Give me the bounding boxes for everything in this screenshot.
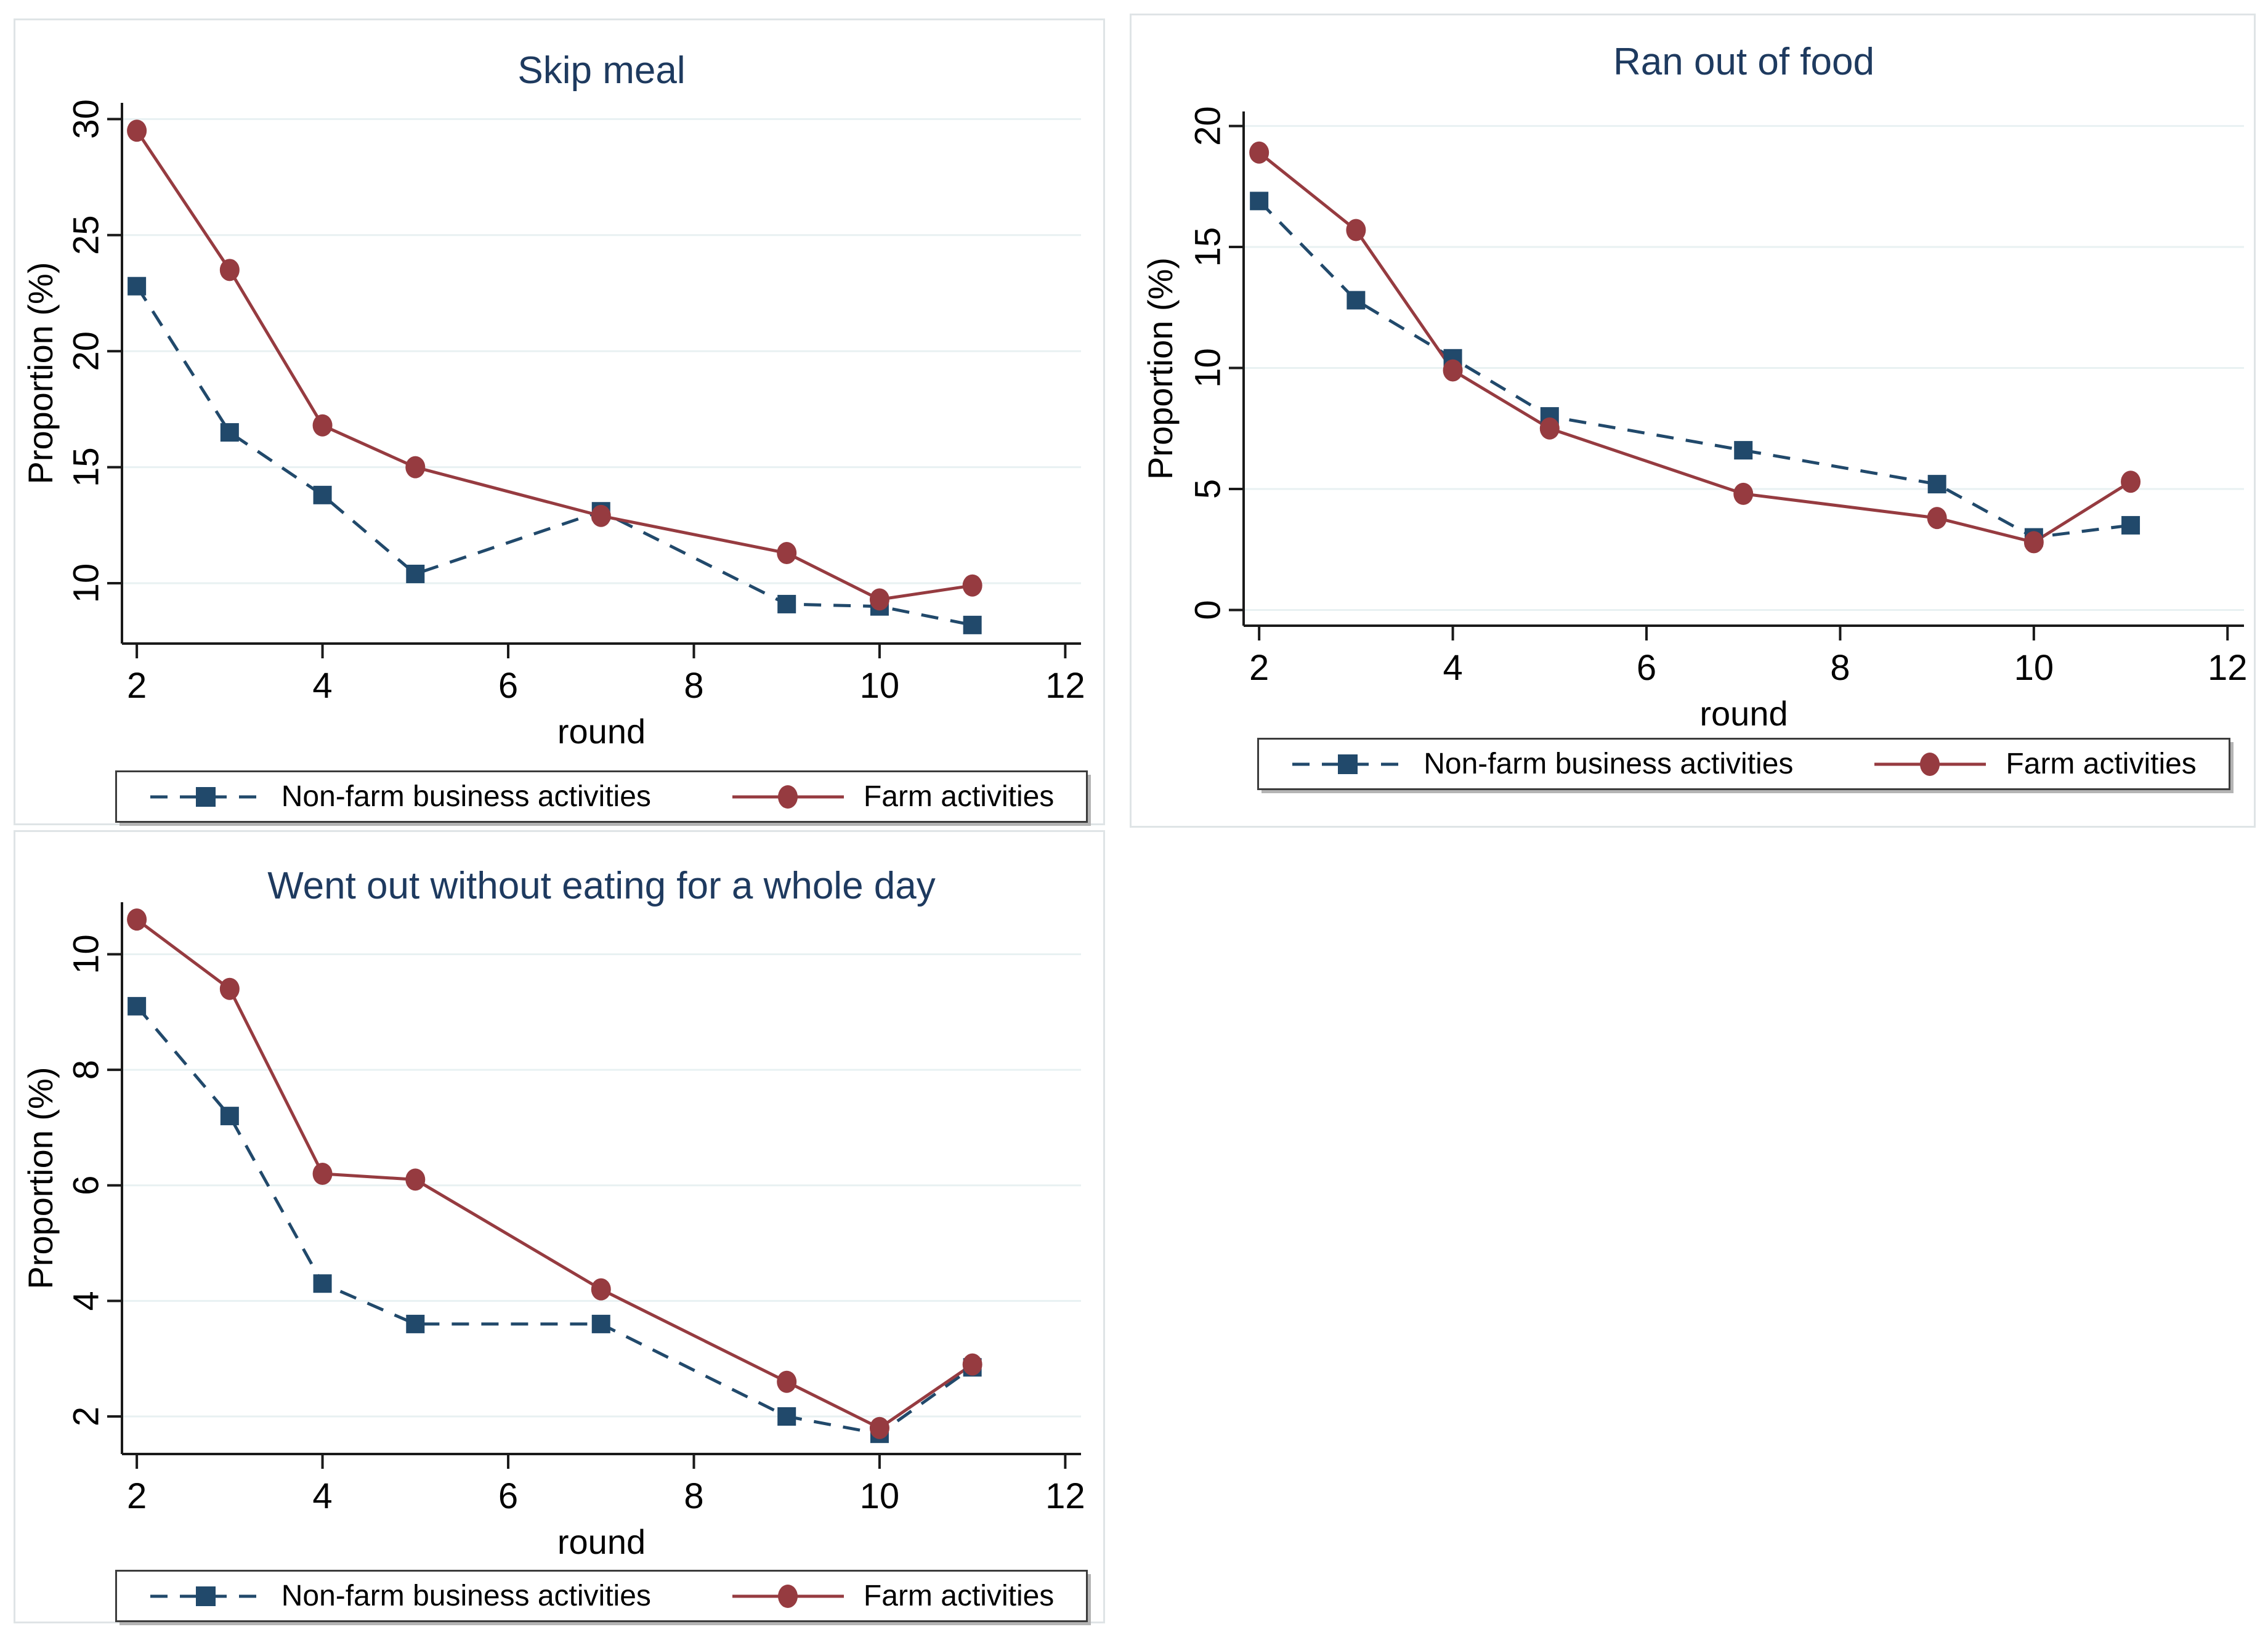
legend-label-nonfarm: Non-farm business activities — [1424, 748, 1794, 780]
svg-text:12: 12 — [1045, 1476, 1085, 1516]
chart-title-skip-meal: Skip meal — [517, 49, 686, 92]
svg-text:6: 6 — [498, 1476, 518, 1516]
legend-box: Non-farm business activities Farm activi… — [115, 1570, 1088, 1622]
svg-text:8: 8 — [1830, 648, 1850, 688]
svg-text:Proportion (%): Proportion (%) — [1141, 257, 1180, 480]
svg-text:2: 2 — [1249, 648, 1269, 688]
legend-entry-farm: Farm activities — [1873, 747, 2197, 781]
svg-text:10: 10 — [2014, 648, 2054, 688]
svg-text:6: 6 — [498, 666, 518, 706]
legend: Non-farm business activities Farm activi… — [115, 770, 1088, 823]
svg-text:20: 20 — [1188, 106, 1228, 146]
svg-text:10: 10 — [66, 564, 106, 604]
legend-box: Non-farm business activities Farm activi… — [115, 770, 1088, 823]
svg-text:10: 10 — [1188, 348, 1228, 388]
svg-text:2: 2 — [127, 1476, 147, 1516]
svg-text:20: 20 — [66, 331, 106, 371]
svg-text:Proportion (%): Proportion (%) — [21, 1067, 60, 1289]
ran-out-of-food-plot: 0 5 10 15 20 2 4 6 8 10 12 round Proportion (%) — [1141, 106, 2248, 733]
legend-entry-nonfarm: Non-farm business activities — [149, 1579, 651, 1613]
legend: Non-farm business activities Farm activi… — [115, 1570, 1088, 1622]
legend-label-nonfarm: Non-farm business activities — [281, 780, 651, 813]
legend-entry-farm: Farm activities — [731, 780, 1054, 814]
legend-box: Non-farm business activities Farm activi… — [1257, 738, 2230, 790]
svg-text:4: 4 — [66, 1291, 106, 1311]
svg-text:6: 6 — [1637, 648, 1656, 688]
svg-text:10: 10 — [860, 666, 900, 706]
dashed-line-square-marker-icon — [150, 786, 262, 807]
legend-entry-nonfarm: Non-farm business activities — [149, 780, 651, 814]
legend-entry-nonfarm: Non-farm business activities — [1291, 747, 1793, 781]
dashed-line-square-marker-icon — [150, 1586, 262, 1606]
svg-text:4: 4 — [312, 666, 332, 706]
panel-ran-out-of-food: Ran out of food 0 5 10 15 20 2 4 6 8 10 12 round Pro… — [1130, 14, 2256, 828]
dashed-line-square-marker-icon — [1292, 754, 1404, 774]
svg-text:10: 10 — [66, 934, 106, 974]
solid-line-circle-marker-icon — [1874, 752, 1987, 776]
svg-text:round: round — [557, 1522, 646, 1561]
legend: Non-farm business activities Farm activi… — [1244, 738, 2244, 790]
svg-text:15: 15 — [66, 447, 106, 487]
svg-text:12: 12 — [1045, 666, 1085, 706]
svg-text:8: 8 — [684, 1476, 703, 1516]
svg-text:15: 15 — [1188, 227, 1228, 267]
svg-text:6: 6 — [66, 1176, 106, 1195]
svg-text:5: 5 — [1188, 479, 1228, 499]
svg-text:4: 4 — [312, 1476, 332, 1516]
panel-went-out-without-eating: Went out without eating for a whole day … — [14, 830, 1105, 1623]
went-out-without-eating-plot: 2 4 6 8 10 2 4 6 8 10 12 round Proportion (%) — [21, 902, 1085, 1561]
solid-line-circle-marker-icon — [732, 1584, 844, 1608]
svg-text:8: 8 — [684, 666, 703, 706]
panel-skip-meal: Skip meal 10 15 20 25 30 2 4 6 8 10 12 round Proport… — [14, 18, 1105, 825]
svg-text:round: round — [557, 712, 646, 751]
legend-entry-farm: Farm activities — [731, 1579, 1054, 1613]
svg-text:Proportion (%): Proportion (%) — [21, 262, 60, 484]
skip-meal-plot: 10 15 20 25 30 2 4 6 8 10 12 round Proportion (%) — [21, 99, 1085, 751]
svg-text:30: 30 — [66, 99, 106, 139]
svg-text:10: 10 — [860, 1476, 900, 1516]
chart-title-ran-out-of-food: Ran out of food — [1613, 41, 1874, 83]
svg-text:25: 25 — [66, 216, 106, 256]
legend-label-farm: Farm activities — [2006, 748, 2197, 780]
legend-label-farm: Farm activities — [863, 1580, 1055, 1612]
svg-text:12: 12 — [2208, 648, 2248, 688]
svg-text:2: 2 — [66, 1407, 106, 1426]
svg-text:0: 0 — [1188, 600, 1228, 620]
svg-text:round: round — [1699, 694, 1788, 733]
svg-text:2: 2 — [127, 666, 147, 706]
chart-title-went-out-without-eating: Went out without eating for a whole day — [267, 865, 936, 907]
legend-label-farm: Farm activities — [863, 780, 1055, 813]
svg-text:4: 4 — [1443, 648, 1462, 688]
legend-label-nonfarm: Non-farm business activities — [281, 1580, 651, 1612]
svg-text:8: 8 — [66, 1060, 106, 1080]
solid-line-circle-marker-icon — [732, 785, 844, 809]
